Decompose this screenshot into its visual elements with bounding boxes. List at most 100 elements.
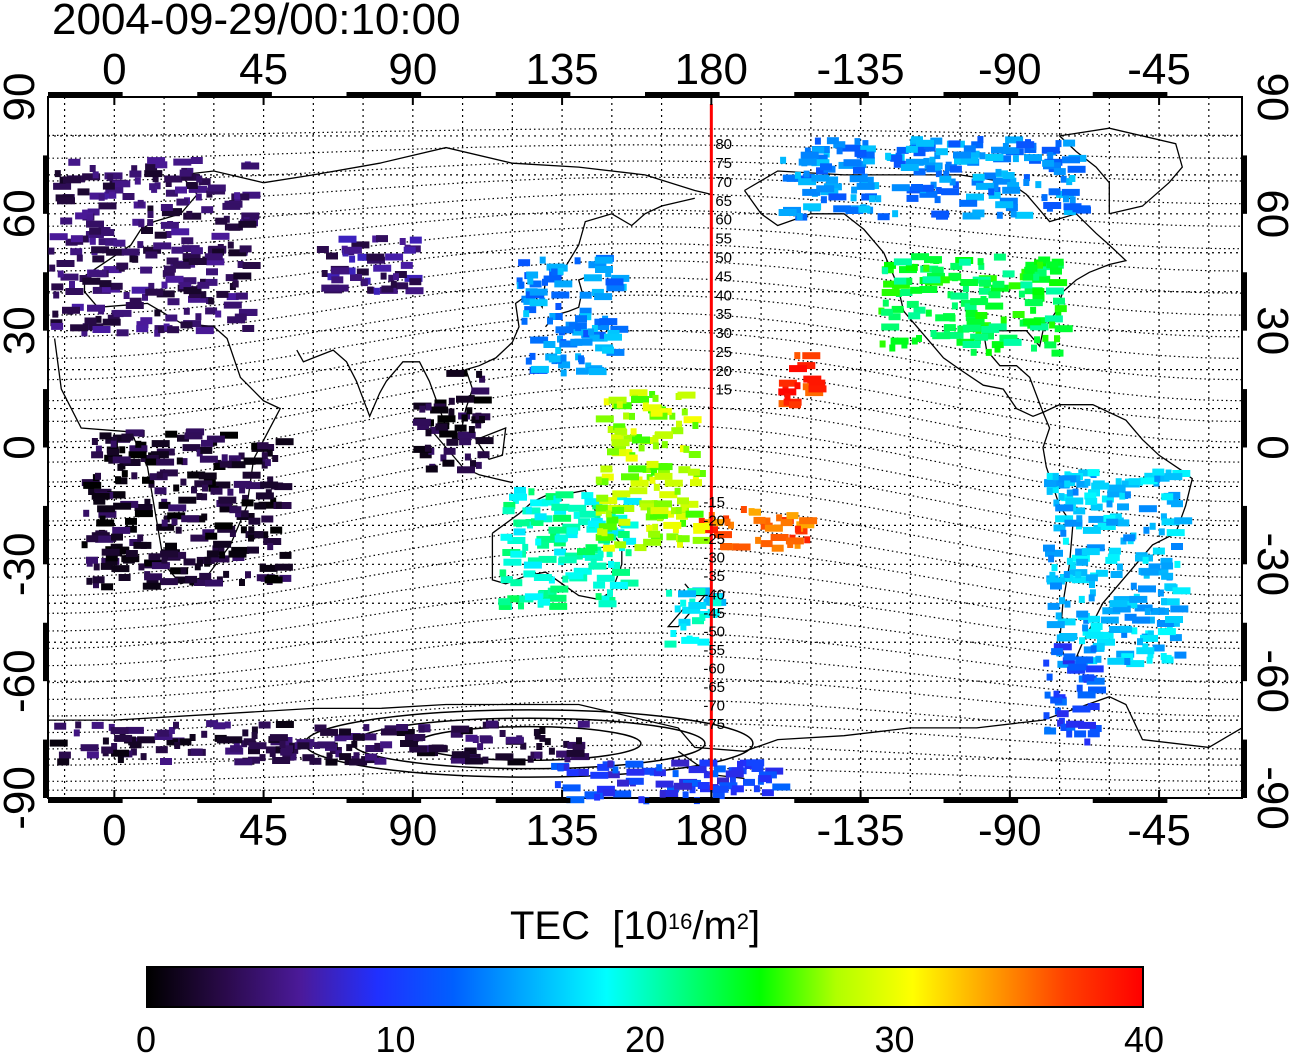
tec-cell [643,538,662,546]
tec-cell [374,742,381,750]
frame-bar [495,798,571,803]
tec-cell [440,454,447,462]
tec-cell [861,193,874,201]
tec-cell [510,550,523,558]
tec-cell [1083,646,1096,654]
tec-cell [650,507,669,515]
tec-cell [698,517,705,525]
tec-cell [266,449,273,457]
tec-cell [134,510,153,518]
tec-cell [890,154,903,162]
tec-cell [845,207,864,214]
tec-cell [612,568,630,576]
tec-cell [92,171,99,179]
tec-cell [1076,610,1089,618]
tec-cell [629,487,648,495]
tec-cell [1088,594,1095,602]
tec-cell [610,325,629,333]
tec-cell [1171,543,1183,550]
tec-cell [507,537,526,544]
tec-cell [681,408,688,416]
tec-cell [548,594,567,602]
tec-cell [985,302,1004,310]
tec-cell [229,530,236,537]
tec-cell [1085,497,1098,505]
tec-cell [624,537,637,545]
tec-cell [680,623,687,631]
tec-cell [261,515,274,523]
tec-cell [279,551,292,559]
tec-cell [1123,534,1136,542]
tec-cell [115,476,121,484]
tec-cell [482,756,489,764]
tec-cell [911,184,923,191]
tec-cell [233,272,252,280]
tec-cell [145,288,164,296]
tec-cell [596,785,615,793]
frame-bar [1092,92,1168,97]
tec-cell [186,210,193,218]
tec-cell [794,352,801,360]
tec-cell [965,314,978,322]
frame-bar [346,798,422,803]
tec-cell [737,760,743,768]
tec-cell [1072,488,1079,496]
tec-cell [1074,730,1087,738]
tec-cell [212,248,225,256]
tec-cell [242,262,261,269]
tec-cell [76,254,83,262]
tec-cell [274,483,293,491]
tec-cell [165,180,172,187]
dip-contour [47,209,1243,250]
tec-cell [543,275,562,283]
tec-cell [53,182,72,190]
tec-cell [75,721,82,729]
contour-label: -25 [703,531,725,548]
tec-cell [479,375,486,383]
tec-cell [224,736,243,744]
tec-cell [602,789,615,797]
y-tick-label-right: -90 [1248,766,1292,830]
tec-cell [1152,547,1165,555]
tec-cell [135,440,142,448]
tec-cell [147,157,166,165]
tec-cell [464,747,477,755]
tec-cell [1109,600,1128,608]
tec-cell [991,146,1003,154]
contour-label: -15 [703,494,725,511]
tec-cell [99,280,112,288]
tec-cell [579,510,598,518]
tec-cell [137,736,156,744]
coastline [1058,127,1184,215]
tec-cell [854,138,861,146]
tec-cell [142,476,154,484]
x-tick-label-top: 135 [525,45,598,94]
tec-cell [133,541,152,549]
tec-cell [243,738,256,746]
tec-cell [663,521,682,529]
tec-cell [977,136,984,143]
tec-cell [1018,290,1025,298]
tec-cell [242,191,261,199]
coastline [48,695,1243,752]
tec-cell [116,329,129,337]
tec-cell [816,167,828,175]
tec-cell [759,775,772,783]
tec-cell [1147,651,1154,659]
tec-cell [520,742,527,750]
tec-cell [672,770,679,778]
tec-cell [652,442,659,450]
tec-cell [666,589,673,597]
tec-cell [548,526,567,534]
tec-cell [851,186,858,194]
contour-label: -60 [703,660,725,677]
tec-cell [692,617,704,625]
contour-label: -50 [703,623,725,640]
tec-cell [468,426,475,433]
axis-ticks [43,92,1247,803]
tec-cell [595,508,602,516]
tec-cell [125,550,138,557]
tec-cell [1161,518,1180,526]
tec-cell [89,192,108,200]
tec-cell [205,532,218,540]
